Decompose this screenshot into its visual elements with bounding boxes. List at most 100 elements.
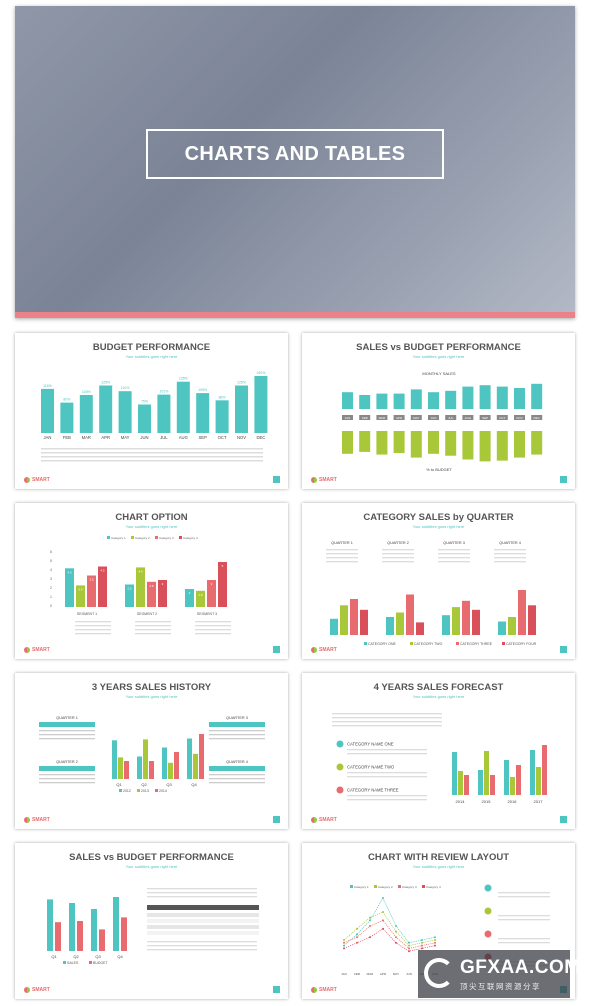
- logo: SMART: [24, 477, 50, 483]
- logo-icon: [311, 987, 317, 993]
- table-row: [209, 774, 265, 776]
- table-row: [147, 913, 259, 917]
- text-line: [41, 448, 263, 450]
- x-tick-label: 2015: [482, 799, 492, 804]
- bar: [510, 777, 515, 795]
- bar: [531, 431, 543, 455]
- x-tick-label: 2016: [508, 799, 518, 804]
- data-label: 125%: [237, 381, 246, 385]
- bar: [77, 921, 83, 951]
- bar: [65, 568, 74, 607]
- bar: [143, 739, 148, 779]
- data-point: [408, 944, 410, 947]
- x-tick-label: SEGMENT 1: [77, 612, 97, 616]
- legend-dot: [336, 763, 344, 771]
- bar: [452, 607, 460, 635]
- table-row: [147, 919, 259, 923]
- text-line: [147, 896, 257, 898]
- logo-icon: [311, 477, 317, 483]
- bar: [176, 381, 190, 433]
- slide-chart: Q1 Q2 Q3 Q4 SALES BUDGET: [47, 888, 259, 965]
- text-line: [347, 795, 427, 797]
- data-label: 105%: [198, 388, 207, 392]
- text-line: [494, 561, 526, 563]
- bar: [76, 585, 85, 607]
- bar: [514, 431, 525, 458]
- quarter-heading: QUARTER 3: [443, 541, 465, 545]
- data-label: 150%: [256, 371, 265, 375]
- home-icon: [560, 646, 567, 653]
- legend-item: 2012: [123, 789, 131, 793]
- text-line: [135, 629, 171, 631]
- x-tick-label: Q1: [51, 954, 57, 959]
- legend-item: CATEGORY ONE: [368, 642, 396, 646]
- data-label: 3.5: [89, 578, 94, 582]
- text-line: [494, 557, 526, 559]
- slide-3: CHART OPTION Your subtitles goes right h…: [15, 503, 288, 659]
- table-header: [39, 722, 95, 727]
- text-line: [382, 557, 414, 559]
- x-tick-label: JUL: [448, 416, 454, 420]
- table-row: [147, 931, 259, 935]
- y-tick-label: 1: [50, 595, 52, 599]
- data-point: [434, 936, 436, 939]
- table-row: [39, 730, 95, 732]
- legend-swatch: [422, 885, 425, 888]
- data-label: 2.5: [127, 587, 132, 591]
- bar: [445, 390, 457, 409]
- data-point: [395, 941, 397, 944]
- legend-swatch: [410, 642, 413, 645]
- slide-title: SALES vs BUDGET PERFORMANCE: [69, 852, 234, 863]
- slide-subtitle: Your subtitles goes right here: [412, 694, 465, 699]
- bar: [196, 590, 205, 607]
- x-tick-label: MAY: [413, 416, 419, 420]
- legend-swatch: [155, 789, 158, 792]
- legend-item: Category 4: [183, 536, 198, 540]
- slide-subtitle: Your subtitles goes right here: [412, 354, 465, 359]
- bar: [193, 753, 198, 779]
- month-tag: [359, 415, 371, 420]
- slide-chart: QUARTER 1 QUARTER 2 QUARTER 3 QUARTER 4 Q1 Q2…: [39, 716, 265, 793]
- logo: SMART: [24, 987, 50, 993]
- bar: [99, 929, 105, 951]
- data-point: [421, 941, 423, 944]
- bar: [330, 618, 338, 635]
- bar: [508, 617, 516, 635]
- y-tick-label: 5: [50, 559, 52, 563]
- legend-dot: [484, 884, 492, 892]
- x-tick-label: OCT: [218, 435, 227, 440]
- text-line: [75, 621, 111, 623]
- x-tick-label: MAY: [393, 972, 399, 976]
- bar: [162, 747, 167, 779]
- data-point: [408, 941, 410, 944]
- legend-swatch: [107, 536, 110, 539]
- x-tick-label: DEC: [256, 435, 265, 440]
- x-tick-label: JUL: [160, 435, 168, 440]
- data-label: 125%: [101, 381, 110, 385]
- slide-title: BUDGET PERFORMANCE: [92, 342, 211, 353]
- text-line: [195, 633, 231, 635]
- slide-subtitle: Your subtitles goes right here: [125, 524, 178, 529]
- bar: [393, 393, 405, 409]
- legend-item: SALES: [67, 961, 79, 965]
- bar: [530, 750, 535, 795]
- watermark-main: GFXAA.COM: [460, 957, 581, 978]
- x-tick-label: AUG: [465, 416, 472, 420]
- bar: [147, 581, 156, 607]
- data-point: [356, 927, 358, 930]
- text-line: [41, 456, 263, 458]
- text-line: [498, 896, 550, 898]
- data-label: 135%: [179, 377, 188, 381]
- text-line: [438, 549, 470, 551]
- y-tick-label: 2: [50, 586, 52, 590]
- data-label: 2.4: [78, 587, 83, 591]
- logo-text: SMART: [32, 987, 50, 993]
- bar: [462, 431, 474, 460]
- legend-item: Category 2: [378, 885, 393, 889]
- slide-subtitle: Your subtitles goes right here: [125, 354, 178, 359]
- slide-2: SALES vs BUDGET PERFORMANCE Your subtitl…: [302, 333, 575, 489]
- bar: [514, 388, 525, 409]
- y-tick-label: 3: [50, 577, 52, 581]
- table-row: [209, 738, 265, 740]
- bar: [462, 600, 470, 635]
